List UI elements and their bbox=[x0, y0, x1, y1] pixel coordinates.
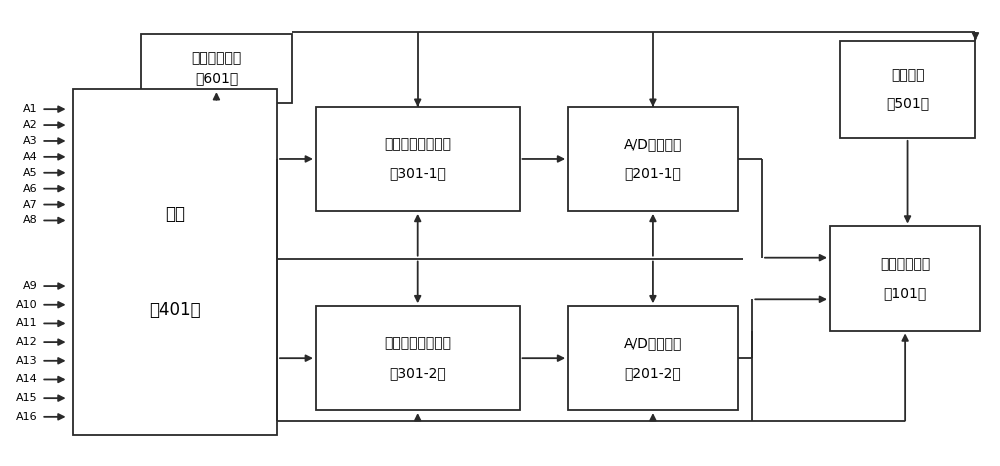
Bar bbox=[141, 34, 292, 103]
Text: A14: A14 bbox=[16, 375, 37, 384]
Text: （101）: （101） bbox=[884, 286, 927, 300]
Bar bbox=[568, 107, 738, 211]
Text: A9: A9 bbox=[23, 281, 37, 291]
Text: 模拟滤波放大模块: 模拟滤波放大模块 bbox=[384, 137, 451, 151]
Text: A10: A10 bbox=[16, 300, 37, 310]
Bar bbox=[568, 306, 738, 410]
Text: 数据处理模块: 数据处理模块 bbox=[880, 257, 930, 271]
Text: A7: A7 bbox=[23, 199, 37, 210]
Text: A5: A5 bbox=[23, 168, 37, 178]
Text: （201-2）: （201-2） bbox=[625, 366, 681, 380]
Text: 电源模块: 电源模块 bbox=[891, 69, 924, 82]
Text: A3: A3 bbox=[23, 136, 37, 146]
Text: A6: A6 bbox=[23, 184, 37, 194]
Text: （401）: （401） bbox=[149, 301, 201, 319]
Text: A11: A11 bbox=[16, 318, 37, 329]
Bar bbox=[830, 226, 980, 330]
Text: （301-2）: （301-2） bbox=[389, 366, 446, 380]
Text: A4: A4 bbox=[23, 152, 37, 162]
Bar bbox=[840, 41, 975, 138]
Text: A16: A16 bbox=[16, 412, 37, 422]
Text: A12: A12 bbox=[16, 337, 37, 347]
Text: 模拟滤波放大模块: 模拟滤波放大模块 bbox=[384, 336, 451, 350]
Text: 电极: 电极 bbox=[165, 205, 185, 223]
Text: A/D转换模块: A/D转换模块 bbox=[624, 336, 682, 350]
Bar bbox=[316, 306, 520, 410]
Text: （601）: （601） bbox=[195, 71, 238, 85]
Bar bbox=[73, 89, 277, 434]
Text: A15: A15 bbox=[16, 393, 37, 403]
Text: A1: A1 bbox=[23, 104, 37, 114]
Text: 参考电极模块: 参考电极模块 bbox=[191, 52, 242, 66]
Text: （301-1）: （301-1） bbox=[389, 166, 446, 180]
Text: A8: A8 bbox=[23, 215, 37, 226]
Text: （201-1）: （201-1） bbox=[624, 166, 681, 180]
Text: （501）: （501） bbox=[886, 96, 929, 110]
Text: A13: A13 bbox=[16, 356, 37, 366]
Text: A2: A2 bbox=[23, 120, 37, 130]
Text: A/D转换模块: A/D转换模块 bbox=[624, 137, 682, 151]
Bar bbox=[316, 107, 520, 211]
